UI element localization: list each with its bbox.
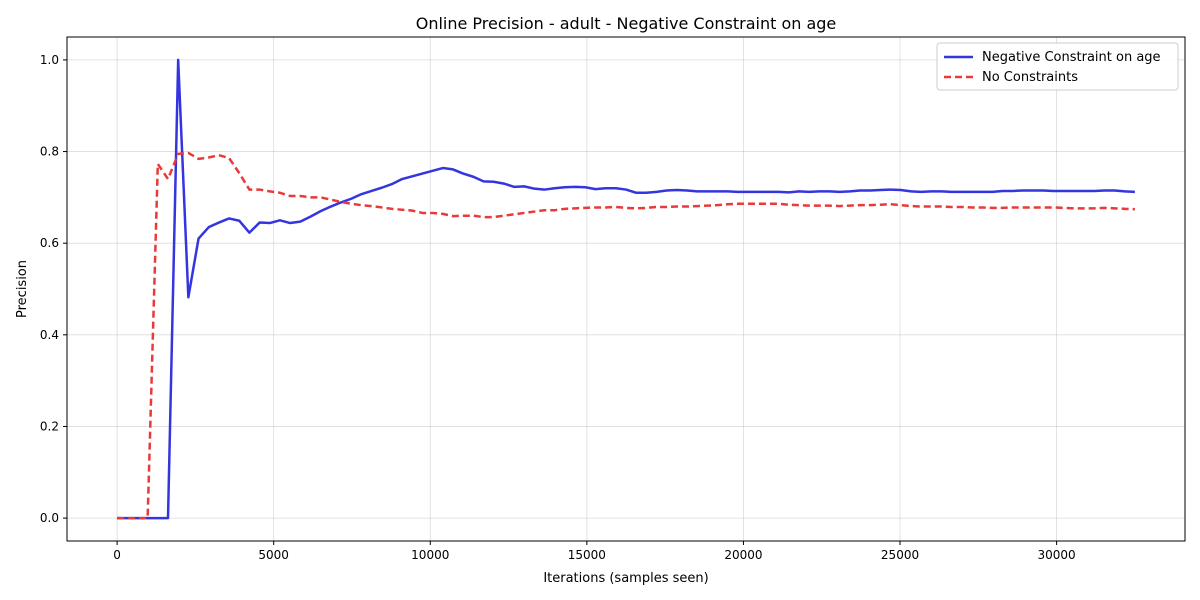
y-tick-label: 1.0: [40, 53, 59, 67]
x-tick-label: 15000: [568, 548, 606, 562]
x-tick-label: 25000: [881, 548, 919, 562]
y-tick-label: 0.0: [40, 511, 59, 525]
legend-label-no-constraints: No Constraints: [982, 70, 1078, 85]
legend: Negative Constraint on age No Constraint…: [936, 42, 1179, 91]
chart-title: Online Precision - adult - Negative Cons…: [416, 14, 837, 33]
x-tick-label: 10000: [411, 548, 449, 562]
y-tick-label: 0.2: [40, 419, 59, 433]
x-axis-label: Iterations (samples seen): [543, 571, 708, 586]
legend-label-negative-constraint: Negative Constraint on age: [982, 50, 1161, 65]
x-tick-label: 20000: [724, 548, 762, 562]
y-axis-ticks: 0.0 0.2 0.4 0.6 0.8 1.0: [40, 53, 67, 525]
x-tick-label: 5000: [258, 548, 289, 562]
series-line-no-constraints: [117, 151, 1135, 520]
x-tick-label: 0: [113, 548, 121, 562]
plot-area-frame: [66, 36, 1186, 542]
series-lines: [117, 58, 1135, 520]
x-axis-ticks: 0 5000 10000 15000 20000 25000 30000: [113, 541, 1076, 562]
x-tick-label: 30000: [1038, 548, 1076, 562]
y-tick-label: 0.4: [40, 328, 59, 342]
series-line-negative-constraint: [117, 58, 1135, 520]
y-tick-label: 0.6: [40, 236, 59, 250]
y-tick-label: 0.8: [40, 145, 59, 159]
grid-lines: [67, 37, 1185, 541]
legend-box: [936, 42, 1179, 91]
y-axis-label: Precision: [15, 260, 30, 318]
